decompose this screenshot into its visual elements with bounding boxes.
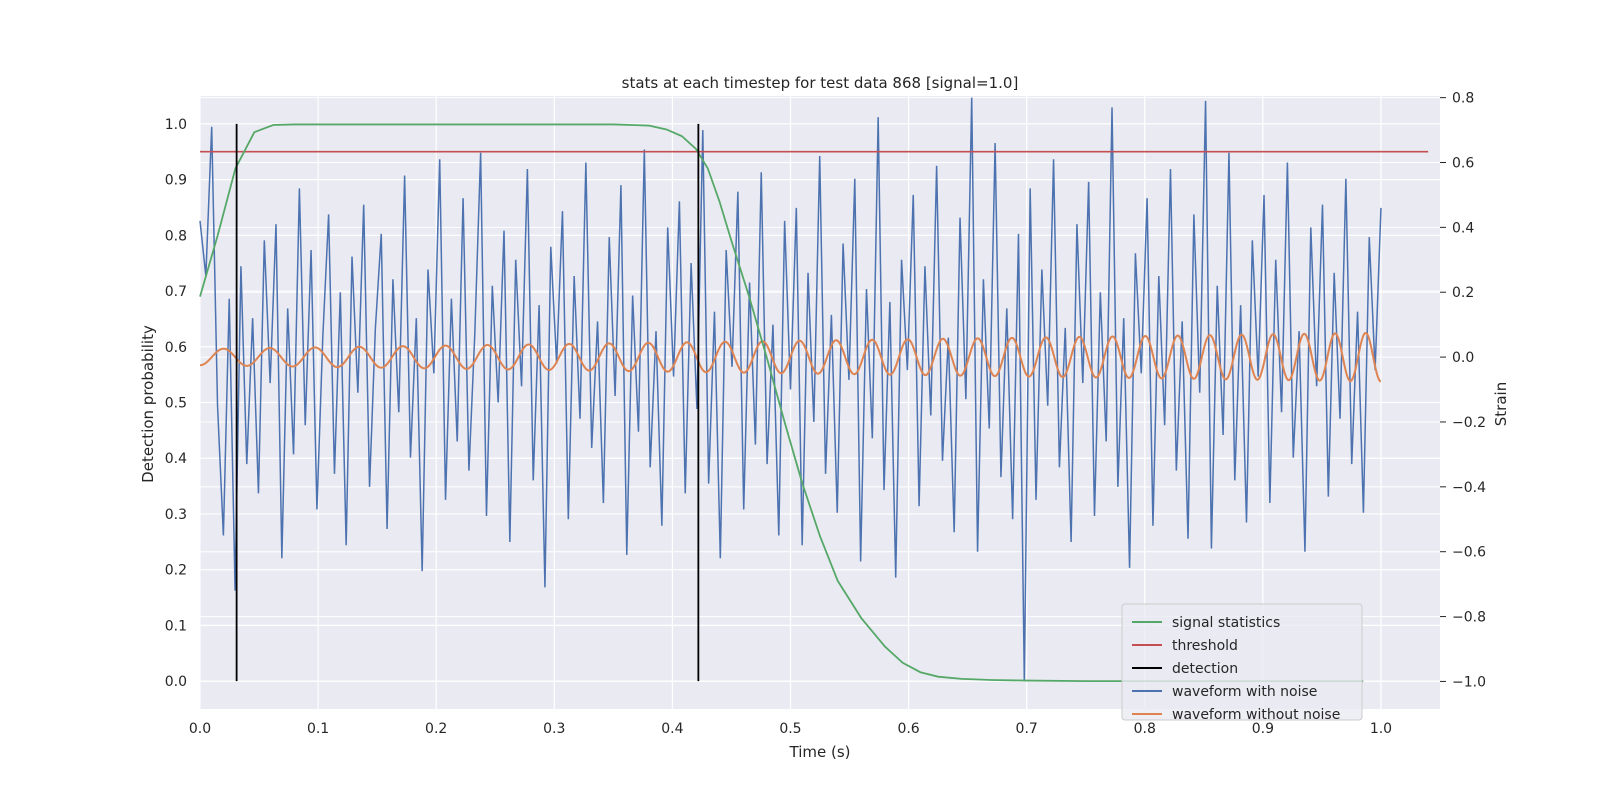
y-tick-label: 1.0 (165, 117, 187, 133)
y-tick-label: 0.7 (165, 284, 187, 300)
x-axis: 0.0 0.1 0.2 0.3 0.4 0.5 0.6 0.7 0.8 0.9 1.0 (189, 721, 1392, 737)
x-tick-label: 0.5 (779, 721, 801, 737)
y-right-tick-label: −1.0 (1452, 674, 1486, 690)
x-tick-label: 0.8 (1134, 721, 1156, 737)
y-tick-label: 0.6 (165, 340, 187, 356)
x-tick-label: 1.0 (1370, 721, 1392, 737)
x-tick-label: 0.2 (425, 721, 447, 737)
series-waveform-with-noise (199, 97, 1382, 682)
series-waveform-without-noise (199, 331, 1382, 383)
y-axis-label: Detection probability (139, 325, 157, 483)
y-tick-label: 0.0 (165, 674, 187, 690)
y-tick-label: 0.1 (165, 618, 187, 634)
series-signal-statistics (199, 123, 1364, 683)
y-tick-label: 0.9 (165, 173, 187, 189)
y-tick-label: 0.3 (165, 507, 187, 523)
legend-label: waveform with noise (1172, 684, 1317, 700)
y-right-tick-label: −0.6 (1452, 545, 1486, 561)
y-right-tick-label: 0.4 (1452, 220, 1474, 236)
y-axis-left: 0.0 0.1 0.2 0.3 0.4 0.5 0.6 0.7 0.8 0.9 1.0 (165, 117, 187, 690)
series-layer (199, 97, 1429, 683)
legend-box (1121, 603, 1363, 721)
y-right-tick-label: −0.4 (1452, 480, 1486, 496)
legend-label: waveform without noise (1172, 707, 1340, 723)
chart-title: stats at each timestep for test data 868… (622, 74, 1019, 92)
y-tick-label: 0.8 (165, 228, 187, 244)
x-tick-label: 0.0 (189, 721, 211, 737)
legend: signal statistics threshold detection wavef… (1121, 603, 1363, 723)
legend-label: detection (1172, 661, 1238, 677)
y-right-tick-label: 0.0 (1452, 350, 1474, 366)
x-tick-label: 0.4 (661, 721, 683, 737)
legend-label: signal statistics (1172, 615, 1280, 631)
y-right-tick-label: 0.8 (1452, 91, 1474, 107)
x-tick-label: 0.9 (1252, 721, 1274, 737)
legend-label: threshold (1172, 638, 1238, 654)
y-right-tick-label: −0.8 (1452, 610, 1486, 626)
x-tick-label: 0.7 (1016, 721, 1038, 737)
y-tick-label: 0.2 (165, 563, 187, 579)
y-axis-right-label: Strain (1492, 382, 1510, 426)
y-right-tick-label: 0.2 (1452, 285, 1474, 301)
y-right-tick-label: 0.6 (1452, 155, 1474, 171)
x-tick-label: 0.1 (307, 721, 329, 737)
y-tick-label: 0.4 (165, 451, 187, 467)
x-tick-label: 0.3 (543, 721, 565, 737)
x-tick-label: 0.6 (897, 721, 919, 737)
y-axis-right: −1.0 −0.8 −0.6 −0.4 −0.2 0.0 0.2 0.4 0.6 0.8 (1440, 91, 1486, 690)
y-tick-label: 0.5 (165, 396, 187, 412)
y-right-tick-label: −0.2 (1452, 415, 1486, 431)
x-axis-label: Time (s) (789, 743, 851, 761)
